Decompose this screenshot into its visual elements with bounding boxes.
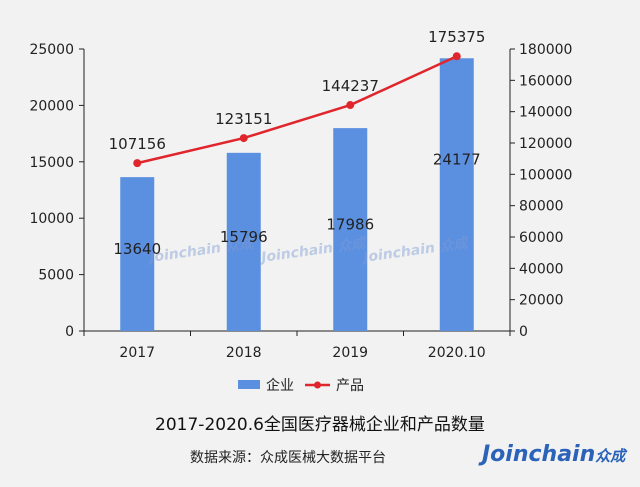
y-right-tick-label: 60000 [519,230,564,246]
line-series-产品 [136,55,458,165]
y-left-tick-label: 15000 [29,155,74,171]
brand-name: Joinchain [482,442,596,467]
bar-data-label: 13640 [113,240,161,258]
y-right-tick-label: 0 [519,324,528,340]
y-right-tick-label: 80000 [519,199,564,215]
x-tick-label: 2019 [332,345,368,361]
line-data-label: 144237 [322,77,379,95]
line-point-2017 [133,159,142,168]
line-point-2020.10 [452,52,461,61]
line-data-label: 123151 [215,110,272,128]
y-left-tick-label: 0 [65,324,74,340]
bar-data-label: 15796 [220,228,268,246]
bar-2019 [333,128,368,331]
y-right-tick-label: 20000 [519,293,564,309]
bar-2018 [226,152,261,331]
y-left-tick-label: 10000 [29,211,74,227]
bar-2017 [120,177,155,331]
y-left-tick-label: 20000 [29,98,74,114]
x-tick-label: 2018 [226,345,262,361]
x-tick-label: 2017 [119,345,155,361]
legend-label-line: 产品 [336,378,364,394]
bar-data-label: 24177 [433,151,481,169]
data-source: 数据来源：众成医械大数据平台 [190,450,386,466]
legend-swatch-bar [238,380,260,389]
x-tick-label: 2020.10 [428,345,486,361]
line-data-label: 107156 [109,135,166,153]
combo-chart: 0 5000 10000 15000 20000 25000 0 20000 40000 6000… [29,28,572,394]
legend-marker-line [314,381,321,389]
bar-2020.10 [439,58,474,331]
brand-logo: Joinchain众成 [482,442,625,467]
chart-title: 2017-2020.6全国医疗器械企业和产品数量 [155,415,485,435]
brand-suffix: 众成 [595,447,626,465]
y-right-tick-label: 120000 [519,136,572,152]
y-right-tick-label: 140000 [519,105,572,121]
y-left-tick-label: 5000 [38,268,74,284]
y-right-tick-label: 100000 [519,167,572,183]
bar-data-label: 17986 [326,216,374,234]
y-right-tick-label: 40000 [519,261,564,277]
legend-label-bar: 企业 [266,377,294,394]
y-right-tick-label: 180000 [519,42,572,58]
line-point-2018 [239,134,248,143]
line-point-2019 [346,101,355,110]
line-data-label: 175375 [428,28,485,46]
y-left-tick-label: 25000 [29,42,74,58]
y-right-tick-label: 160000 [519,73,572,89]
